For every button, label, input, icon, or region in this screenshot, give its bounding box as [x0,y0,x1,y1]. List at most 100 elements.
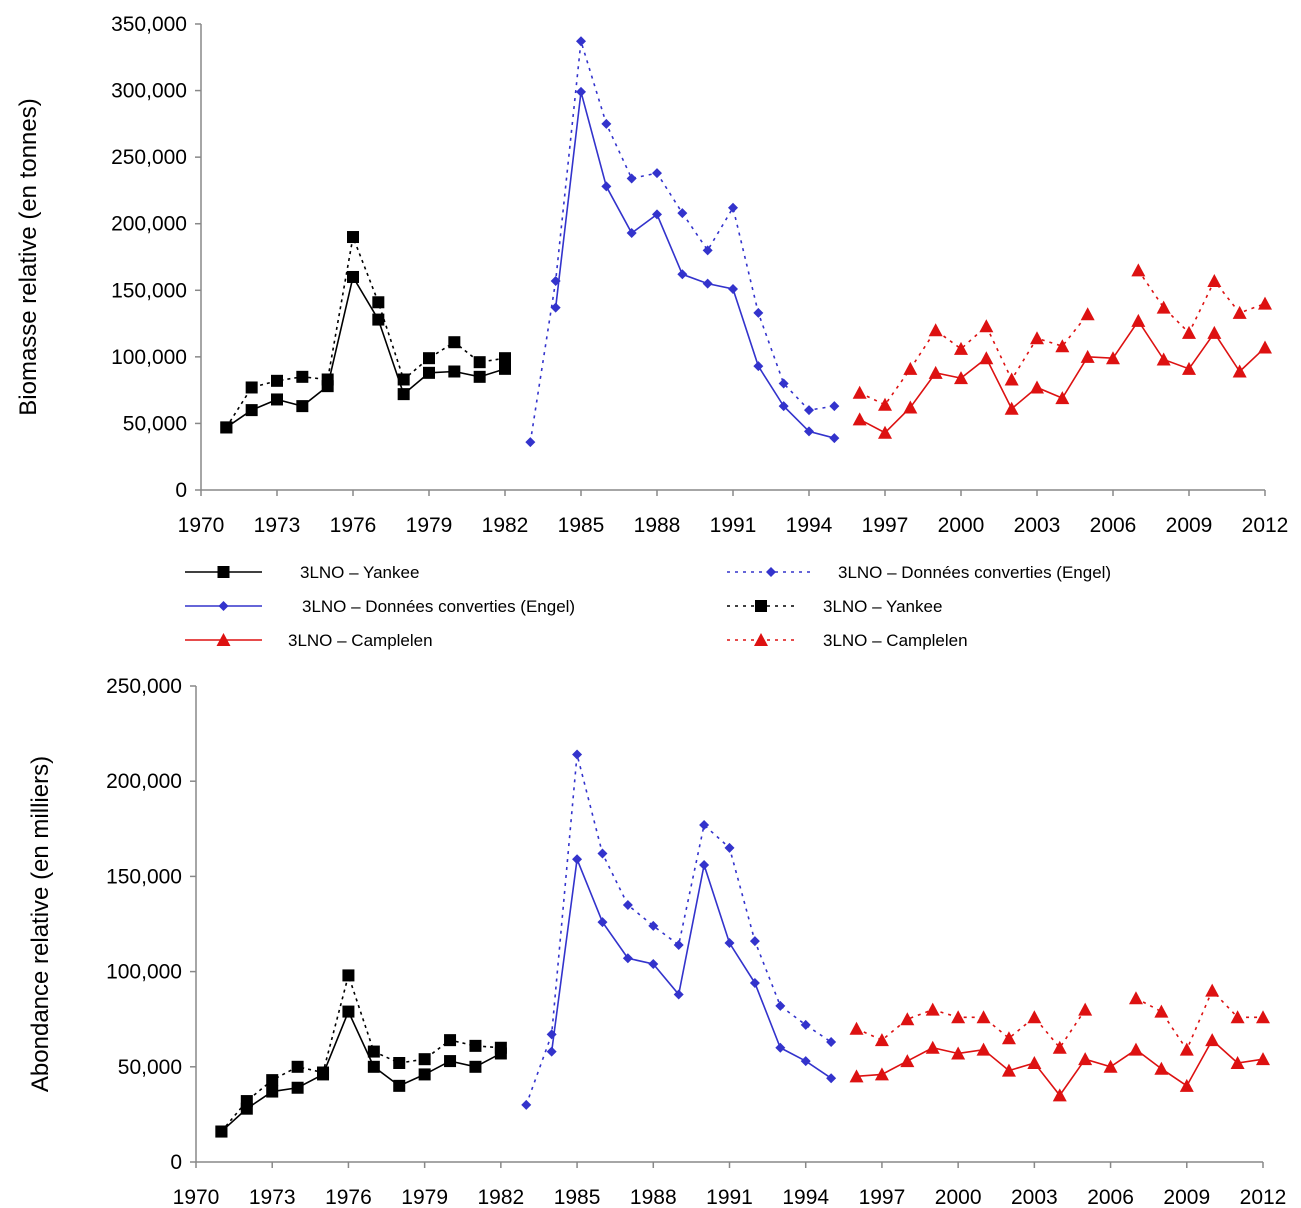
data-point [1128,991,1143,1005]
series-yankee-solid [220,270,511,434]
series-campelen-solid [849,1033,1270,1102]
data-point [572,749,583,760]
data-point [852,385,867,399]
x-tick-label: 1985 [554,1186,601,1208]
series-line [220,972,501,1133]
legend-item-engel-solid: 3LNO – Données converties (Engel) [185,597,575,616]
series-line [225,274,506,429]
x-tick-label: 1997 [862,514,909,537]
data-point [1232,364,1247,378]
data-point [271,374,283,387]
data-point [1004,372,1019,386]
data-point [1027,1055,1042,1069]
series-engel-dotted [525,36,840,448]
x-tick-label: 1973 [249,1186,296,1208]
data-point [317,1066,330,1079]
data-point [1027,1010,1042,1024]
data-point [266,1074,279,1087]
x-tick-label: 1997 [859,1186,906,1208]
data-point [494,1041,507,1054]
data-point [291,1081,304,1094]
legend-label: 3LNO – Yankee [300,563,419,582]
data-point [240,1095,253,1108]
data-point [677,208,688,219]
data-point [874,1067,889,1081]
x-tick-label: 2012 [1242,514,1289,537]
data-point [1230,1010,1245,1024]
data-point [852,412,867,426]
data-point [800,1019,811,1030]
data-point [778,401,789,412]
data-point [652,168,662,179]
data-point [296,400,309,413]
data-point [550,302,561,313]
data-point [546,1046,557,1057]
data-point [804,405,814,416]
data-point [342,969,355,982]
data-point [775,1042,786,1053]
data-point [321,373,334,386]
data-point [925,1040,940,1054]
data-point [728,283,738,294]
data-point [1131,313,1146,327]
data-point [448,336,461,349]
data-point [1030,331,1044,345]
data-point [423,352,435,365]
data-point [367,1060,380,1073]
series-engel-dotted [521,749,837,1110]
data-point [1182,361,1196,375]
data-point [1052,1040,1067,1054]
data-point [546,1029,557,1040]
data-point [979,319,994,333]
data-point [418,1053,431,1066]
data-point [903,361,918,375]
data-point [1106,351,1120,365]
data-point [804,426,814,437]
legend-label: 3LNO – Camplelen [823,631,968,650]
data-point [1030,380,1044,394]
data-point [266,1085,279,1098]
data-point [220,421,233,434]
data-point [928,365,943,379]
x-tick-label: 1991 [710,514,757,537]
data-point [826,1037,837,1048]
data-point [245,404,258,417]
data-point [778,378,789,389]
data-point [372,296,385,309]
data-point [724,842,735,853]
data-point [1055,391,1070,405]
data-point [215,1125,228,1138]
data-point [550,275,561,286]
series-line [220,1009,502,1133]
x-tick-label: 1982 [477,1186,524,1208]
legend-item-engel-dotted: 3LNO – Données converties (Engel) [727,563,1111,582]
data-point [1154,1004,1169,1018]
x-tick-label: 1970 [178,514,225,537]
data-point [601,118,612,129]
x-tick-label: 1982 [482,514,529,537]
y-tick-label: 250,000 [106,675,182,698]
legend-label: 3LNO – Données converties (Engel) [838,563,1111,582]
data-point [979,351,994,365]
data-point [393,1056,406,1069]
y-tick-label: 150,000 [106,865,182,888]
data-point [925,1002,940,1016]
data-point [1078,1052,1093,1066]
legend-marker [754,633,768,646]
y-tick-label: 150,000 [111,279,187,302]
data-point [342,1005,355,1018]
data-point [724,938,735,949]
x-tick-label: 1988 [634,514,681,537]
x-tick-label: 1979 [401,1186,448,1208]
data-point [1258,296,1272,310]
y-tick-label: 0 [175,479,187,502]
legend-marker [217,566,230,578]
data-point [673,939,684,950]
series-line [225,234,506,428]
legend-item-yankee-dotted: 3LNO – Yankee [727,597,942,616]
x-tick-label: 2000 [935,1186,982,1208]
data-point [878,397,892,411]
series-line [525,754,832,1106]
data-point [699,859,710,870]
